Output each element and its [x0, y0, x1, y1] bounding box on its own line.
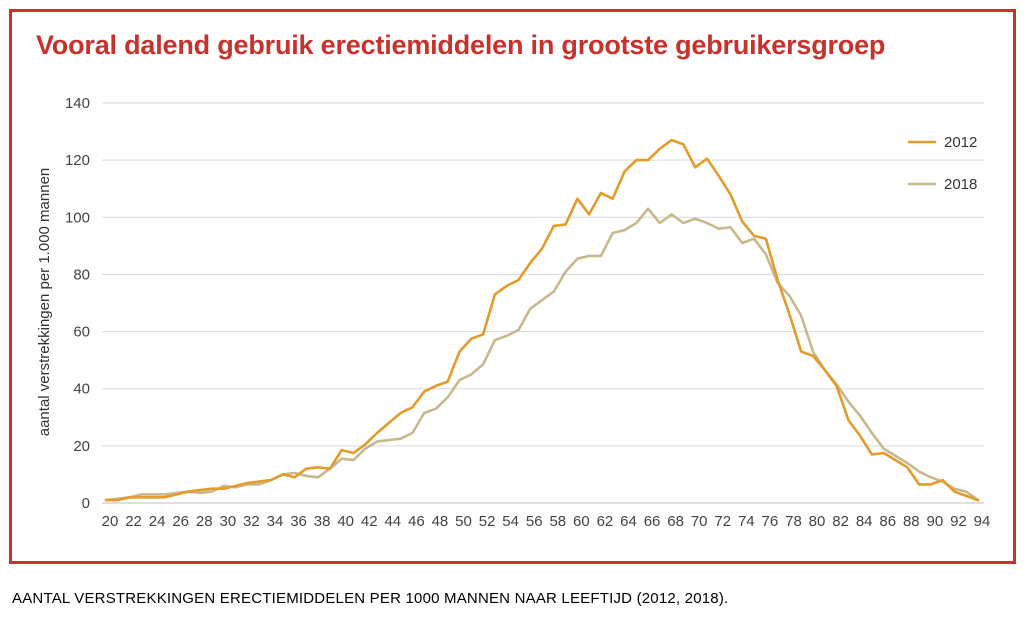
- x-tick-label: 52: [479, 513, 496, 530]
- y-tick-label: 20: [73, 438, 90, 455]
- x-tick-label: 28: [196, 513, 213, 530]
- x-axis-ticks: 20 22 24 26 28 30 32 34 36 38 40 42 44 46 48 50 52 54 56 58…: [102, 513, 991, 530]
- y-tick-label: 0: [82, 495, 90, 512]
- x-tick-label: 46: [408, 513, 425, 530]
- x-tick-label: 22: [125, 513, 142, 530]
- x-tick-label: 74: [738, 513, 755, 530]
- x-tick-label: 42: [361, 513, 378, 530]
- series-line-0: [104, 138, 980, 502]
- figure-caption: AANTAL VERSTREKKINGEN ERECTIEMIDDELEN PE…: [12, 590, 729, 607]
- x-tick-label: 64: [620, 513, 637, 530]
- chart-frame: [9, 9, 1016, 564]
- x-tick-label: 54: [502, 513, 519, 530]
- x-tick-label: 76: [762, 513, 779, 530]
- x-tick-label: 50: [455, 513, 472, 530]
- y-axis-ticks: 0 20 40 60 80 100 120 140: [65, 95, 90, 512]
- x-tick-label: 56: [526, 513, 543, 530]
- x-tick-label: 84: [856, 513, 873, 530]
- y-tick-label: 120: [65, 152, 90, 169]
- x-tick-label: 20: [102, 513, 119, 530]
- x-tick-label: 80: [809, 513, 826, 530]
- y-tick-label: 60: [73, 324, 90, 341]
- x-tick-label: 94: [974, 513, 991, 530]
- legend: 2012 2018: [908, 134, 977, 193]
- x-tick-label: 86: [879, 513, 896, 530]
- x-tick-label: 48: [432, 513, 449, 530]
- x-tick-label: 92: [950, 513, 967, 530]
- y-tick-label: 80: [73, 266, 90, 283]
- chart-title: Vooral dalend gebruik erectiemiddelen in…: [36, 30, 886, 60]
- x-tick-label: 24: [149, 513, 166, 530]
- grid-lines: [102, 102, 984, 504]
- x-tick-label: 34: [267, 513, 284, 530]
- x-tick-label: 58: [549, 513, 566, 530]
- x-tick-label: 72: [714, 513, 731, 530]
- x-tick-label: 40: [337, 513, 354, 530]
- x-tick-label: 36: [290, 513, 307, 530]
- series-lines: [104, 138, 980, 502]
- x-tick-label: 26: [172, 513, 189, 530]
- x-tick-label: 90: [927, 513, 944, 530]
- x-tick-label: 70: [691, 513, 708, 530]
- x-tick-label: 38: [314, 513, 331, 530]
- legend-label-0: 2012: [944, 134, 977, 151]
- y-axis-label: aantal verstrekkingen per 1.000 mannen: [36, 168, 53, 437]
- x-tick-label: 62: [597, 513, 614, 530]
- y-tick-label: 140: [65, 95, 90, 112]
- legend-label-1: 2018: [944, 176, 977, 193]
- y-tick-label: 100: [65, 209, 90, 226]
- x-tick-label: 66: [644, 513, 661, 530]
- x-tick-label: 68: [667, 513, 684, 530]
- y-tick-label: 40: [73, 381, 90, 398]
- x-tick-label: 88: [903, 513, 920, 530]
- x-tick-label: 44: [384, 513, 401, 530]
- x-tick-label: 78: [785, 513, 802, 530]
- x-tick-label: 60: [573, 513, 590, 530]
- x-tick-label: 82: [832, 513, 849, 530]
- x-tick-label: 32: [243, 513, 260, 530]
- x-tick-label: 30: [219, 513, 236, 530]
- series-line-1: [104, 207, 980, 502]
